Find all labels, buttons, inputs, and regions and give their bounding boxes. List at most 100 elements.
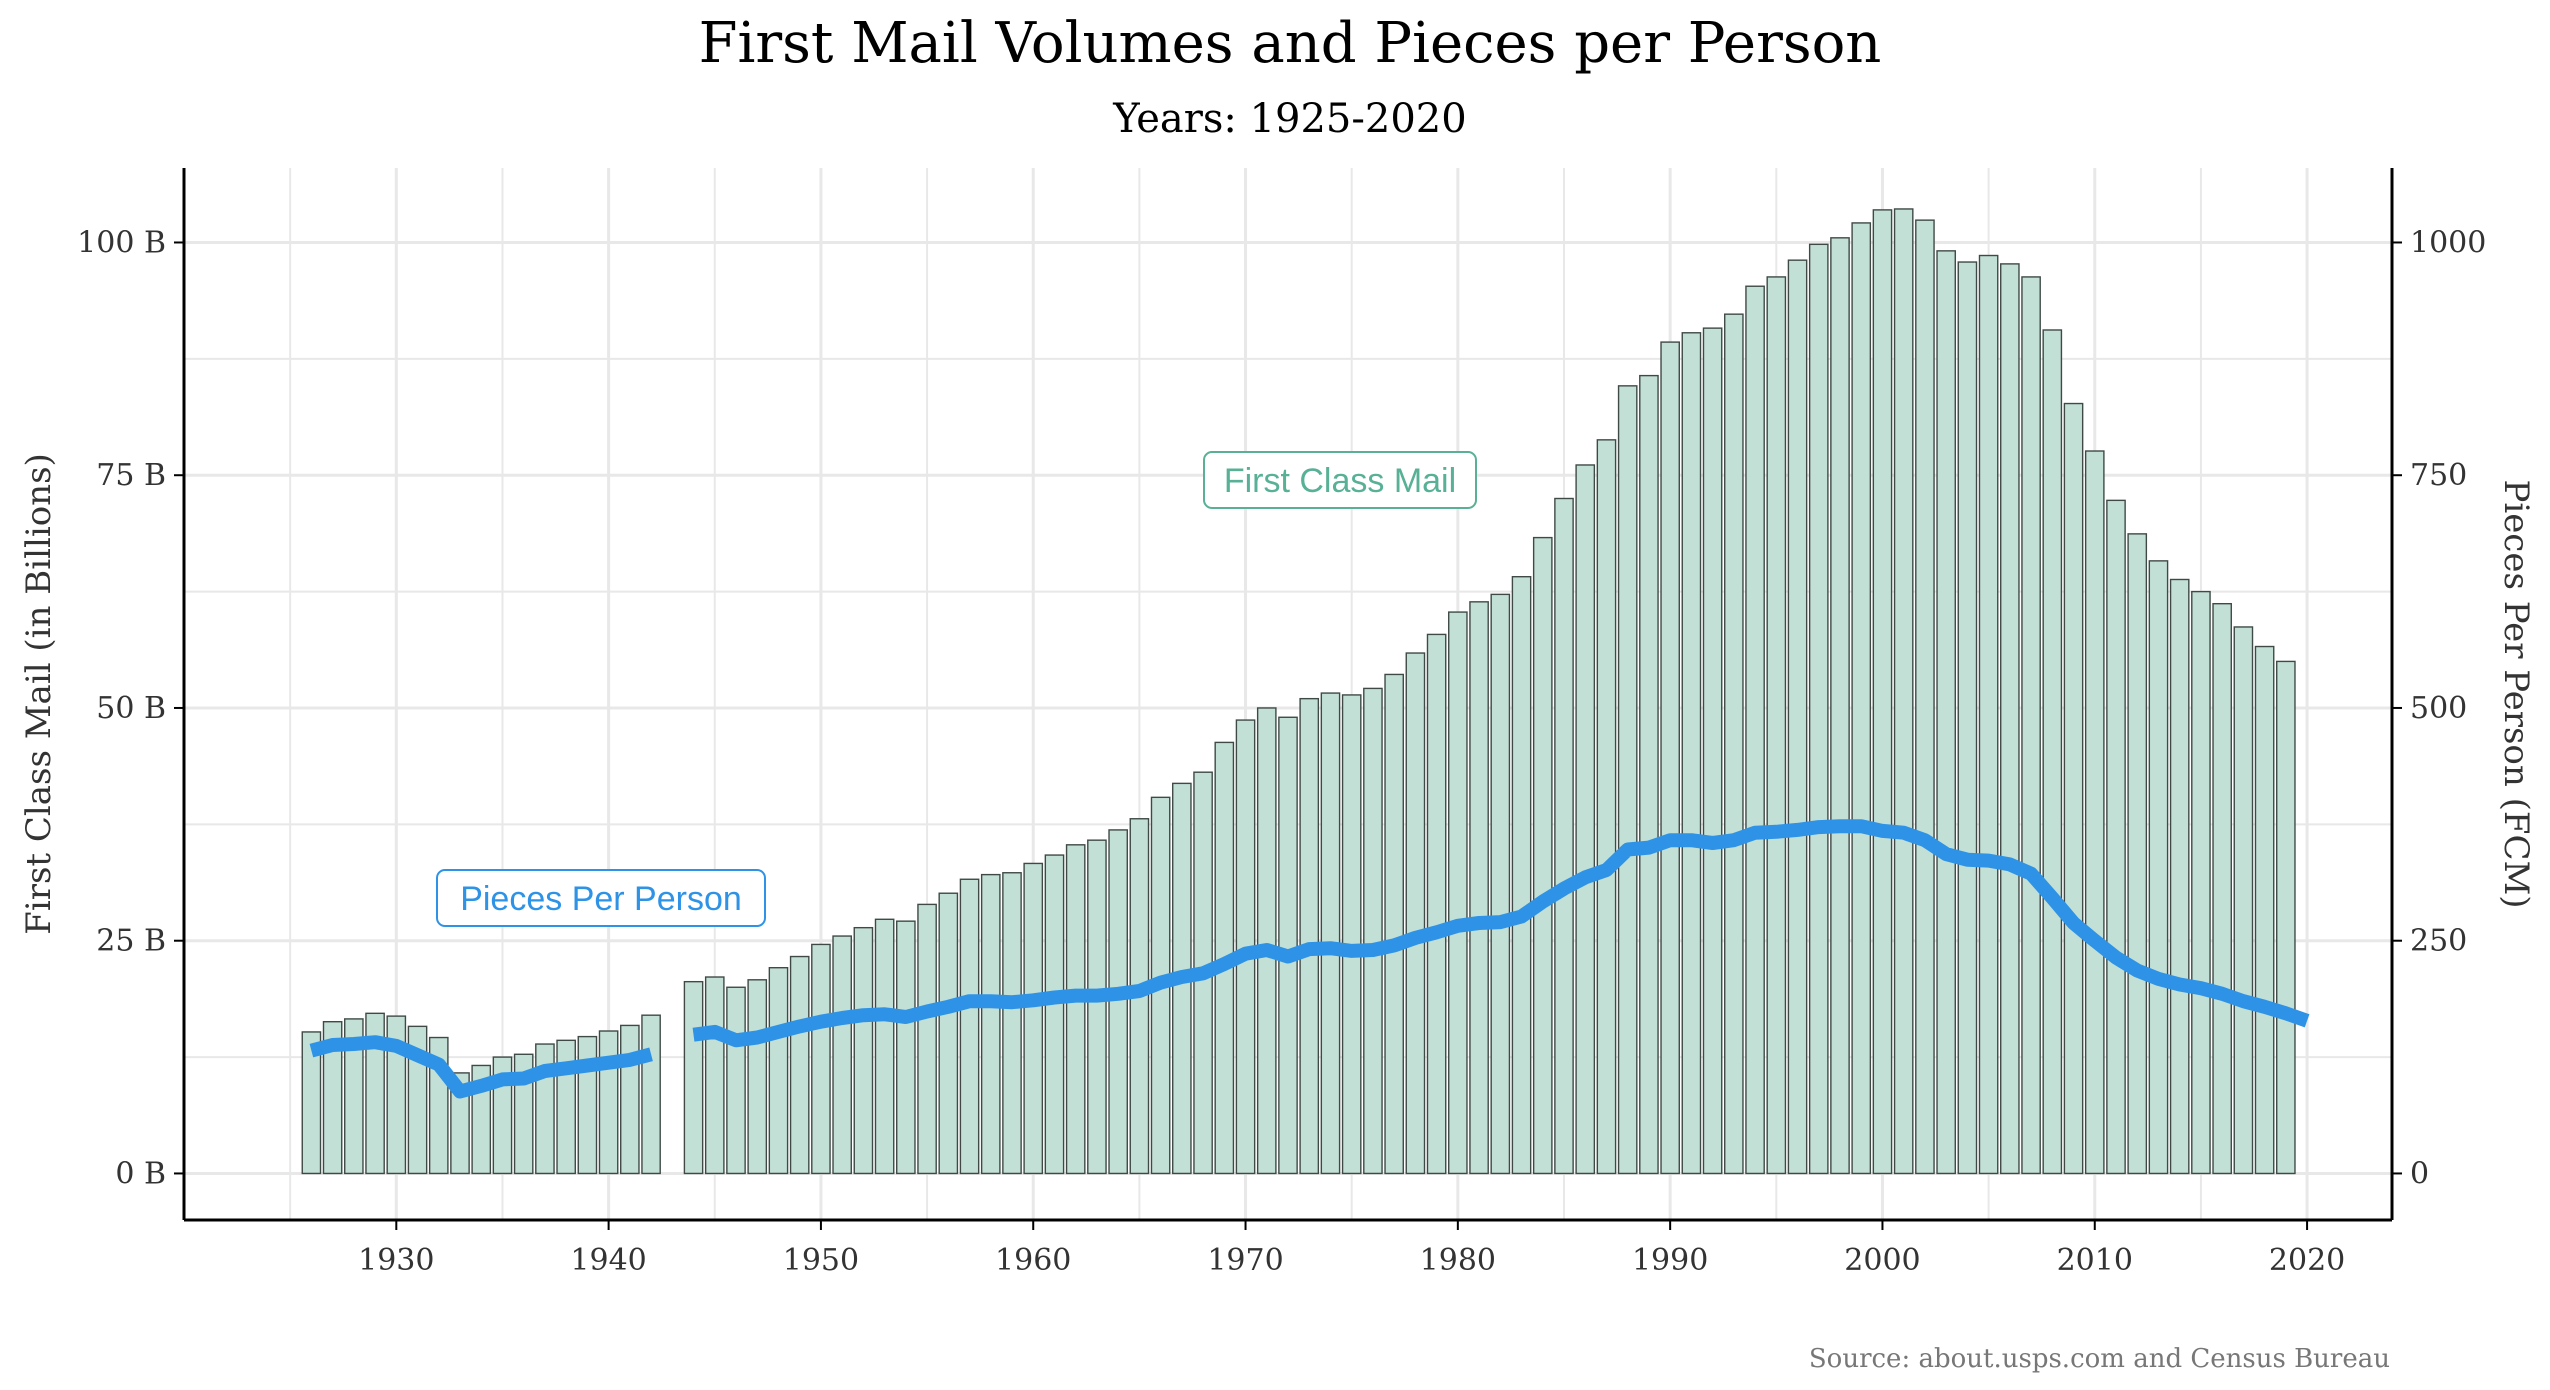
line-segment-pieces-per-person [309, 1035, 653, 1099]
y-right-tick-label: 1000 [2410, 225, 2486, 260]
bar-first-class-mail [1278, 716, 1298, 1175]
bar-first-class-mail [1023, 862, 1044, 1175]
annotation-pieces-per-person-box [436, 869, 766, 927]
annotation-first-class-mail-text: First Class Mail [1224, 462, 1456, 500]
bars-first-class-mail [301, 208, 2296, 1175]
bar-first-class-mail [789, 955, 810, 1175]
y-right-tick-label: 500 [2410, 691, 2467, 726]
bar-first-class-mail [577, 1035, 598, 1175]
y-axis-left-label: First Class Mail (in Billions) [19, 453, 59, 935]
bar-first-class-mail [2254, 645, 2275, 1175]
bar-first-class-mail [450, 1072, 470, 1175]
y-right-tick-label: 250 [2410, 924, 2467, 959]
bar-first-class-mail [2063, 402, 2084, 1175]
bar-first-class-mail [2169, 578, 2190, 1175]
line-segment-pieces-per-person [692, 819, 2310, 1048]
bar-first-class-mail [1660, 341, 1680, 1175]
bar-first-class-mail [1065, 844, 1086, 1175]
bar-first-class-mail [1256, 707, 1277, 1175]
bar-first-class-mail [598, 1030, 619, 1175]
bar-first-class-mail [641, 1014, 661, 1175]
line-pieces-per-person [309, 819, 2310, 1099]
bar-first-class-mail [1681, 332, 1702, 1175]
bar-first-class-mail [1002, 872, 1022, 1175]
bar-first-class-mail [1532, 536, 1553, 1175]
bar-first-class-mail [1490, 593, 1511, 1175]
x-tick-label: 1980 [1420, 1243, 1496, 1278]
bar-first-class-mail [1341, 694, 1362, 1175]
bar-first-class-mail [1702, 327, 1723, 1175]
bar-first-class-mail [1469, 601, 1489, 1175]
bar-first-class-mail [1915, 219, 1935, 1175]
chart-title: First Mail Volumes and Pieces per Person [699, 11, 1882, 76]
bar-first-class-mail [1596, 439, 1617, 1175]
bar-first-class-mail [1808, 243, 1829, 1175]
bar-first-class-mail [2212, 602, 2232, 1175]
y-left-tick-label: 0 B [115, 1156, 166, 1191]
bar-first-class-mail [2000, 263, 2020, 1175]
bar-first-class-mail [896, 920, 916, 1175]
bar-first-class-mail [1044, 854, 1065, 1175]
bar-first-class-mail [1405, 652, 1426, 1175]
bar-first-class-mail [768, 967, 789, 1175]
bar-first-class-mail [1554, 497, 1574, 1175]
bar-first-class-mail [1426, 633, 1447, 1175]
bar-first-class-mail [1363, 687, 1383, 1175]
x-tick-label: 1990 [1632, 1243, 1708, 1278]
x-tick-label: 1960 [995, 1243, 1071, 1278]
y-right-tick-label: 0 [2410, 1156, 2429, 1191]
bar-first-class-mail [1893, 208, 1914, 1175]
bar-first-class-mail [301, 1031, 322, 1175]
bar-first-class-mail [959, 878, 980, 1175]
bar-first-class-mail [1787, 259, 1808, 1175]
y-left-tick-label: 100 B [77, 225, 166, 260]
x-tick-label: 2020 [2269, 1243, 2345, 1278]
y-axis-right-label: Pieces Per Person (FCM) [2496, 479, 2536, 908]
bar-first-class-mail [1766, 276, 1787, 1175]
bar-first-class-mail [2106, 499, 2126, 1175]
bar-first-class-mail [747, 979, 768, 1175]
x-tick-label: 2010 [2057, 1243, 2133, 1278]
bar-first-class-mail [1087, 839, 1107, 1175]
annotation-pieces-per-person: Pieces Per Person [436, 869, 766, 927]
bar-first-class-mail [1745, 285, 1765, 1175]
bar-first-class-mail [1511, 575, 1532, 1175]
bar-first-class-mail [322, 1021, 343, 1175]
bar-first-class-mail [1320, 692, 1341, 1175]
source-note: Source: about.usps.com and Census Bureau [1809, 1344, 2390, 1374]
bar-first-class-mail [683, 980, 704, 1175]
bar-first-class-mail [2276, 660, 2296, 1175]
y-left-tick-label: 75 B [96, 458, 166, 493]
bar-first-class-mail [2191, 590, 2211, 1175]
bar-first-class-mail [1830, 237, 1850, 1175]
x-tick-label: 1930 [358, 1243, 434, 1278]
bar-first-class-mail [344, 1018, 364, 1175]
bar-first-class-mail [1978, 254, 1999, 1175]
bar-first-class-mail [2021, 276, 2041, 1175]
bar-first-class-mail [1617, 385, 1638, 1175]
bar-first-class-mail [1299, 697, 1320, 1175]
y-left-tick-label: 25 B [96, 924, 166, 959]
annotation-pieces-per-person-text: Pieces Per Person [460, 880, 742, 918]
bar-first-class-mail [2148, 560, 2169, 1175]
x-tick-label: 1970 [1207, 1243, 1283, 1278]
bar-first-class-mail [2042, 329, 2063, 1175]
bar-first-class-mail [874, 918, 895, 1175]
bar-first-class-mail [1851, 222, 1872, 1175]
bar-first-class-mail [1872, 209, 1893, 1175]
bar-first-class-mail [1936, 250, 1956, 1175]
bar-first-class-mail [832, 935, 852, 1175]
bar-first-class-mail [1639, 374, 1659, 1175]
annotation-first-class-mail-box [1203, 451, 1477, 509]
bar-first-class-mail [853, 926, 874, 1175]
bar-first-class-mail [556, 1039, 576, 1175]
bar-first-class-mail [620, 1024, 640, 1175]
x-tick-label: 2000 [1844, 1243, 1920, 1278]
bar-first-class-mail [704, 976, 725, 1175]
bar-first-class-mail [1384, 673, 1404, 1175]
bar-first-class-mail [726, 986, 746, 1175]
y-right-tick-label: 750 [2410, 458, 2467, 493]
x-tick-label: 1940 [570, 1243, 646, 1278]
bar-first-class-mail [1448, 611, 1468, 1175]
